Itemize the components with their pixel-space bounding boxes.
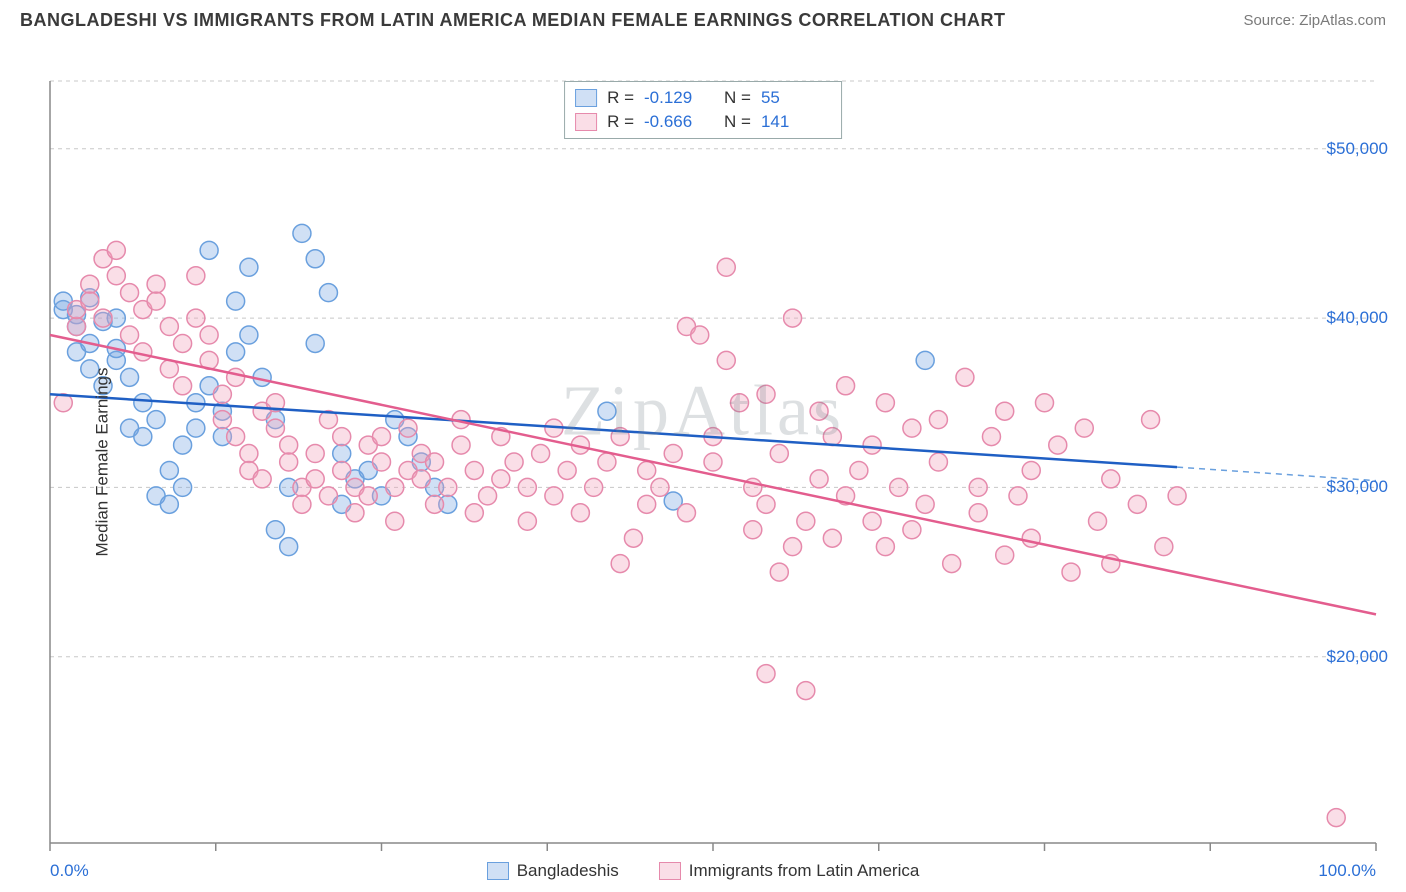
swatch-blue — [575, 89, 597, 107]
n-value-blue: 55 — [761, 88, 831, 108]
legend-row-pink: R = -0.666 N = 141 — [575, 110, 831, 134]
y-tick-label: $40,000 — [1327, 308, 1388, 328]
correlation-legend: R = -0.129 N = 55 R = -0.666 N = 141 — [564, 81, 842, 139]
chart-title: BANGLADESHI VS IMMIGRANTS FROM LATIN AME… — [20, 10, 1005, 31]
chart-source: Source: ZipAtlas.com — [1243, 12, 1386, 29]
x-tick-max: 100.0% — [1318, 861, 1376, 881]
chart-area: Median Female Earnings ZipAtlas $20,000$… — [0, 37, 1406, 887]
y-tick-label: $50,000 — [1327, 139, 1388, 159]
n-label: N = — [724, 112, 751, 132]
x-tick-min: 0.0% — [50, 861, 89, 881]
r-label: R = — [607, 88, 634, 108]
legend-row-blue: R = -0.129 N = 55 — [575, 86, 831, 110]
n-value-pink: 141 — [761, 112, 831, 132]
r-value-pink: -0.666 — [644, 112, 714, 132]
y-tick-label: $20,000 — [1327, 647, 1388, 667]
r-label: R = — [607, 112, 634, 132]
scatter-plot — [0, 37, 1406, 857]
n-label: N = — [724, 88, 751, 108]
y-axis-label: Median Female Earnings — [92, 368, 112, 557]
y-tick-label: $30,000 — [1327, 477, 1388, 497]
r-value-blue: -0.129 — [644, 88, 714, 108]
swatch-pink — [575, 113, 597, 131]
